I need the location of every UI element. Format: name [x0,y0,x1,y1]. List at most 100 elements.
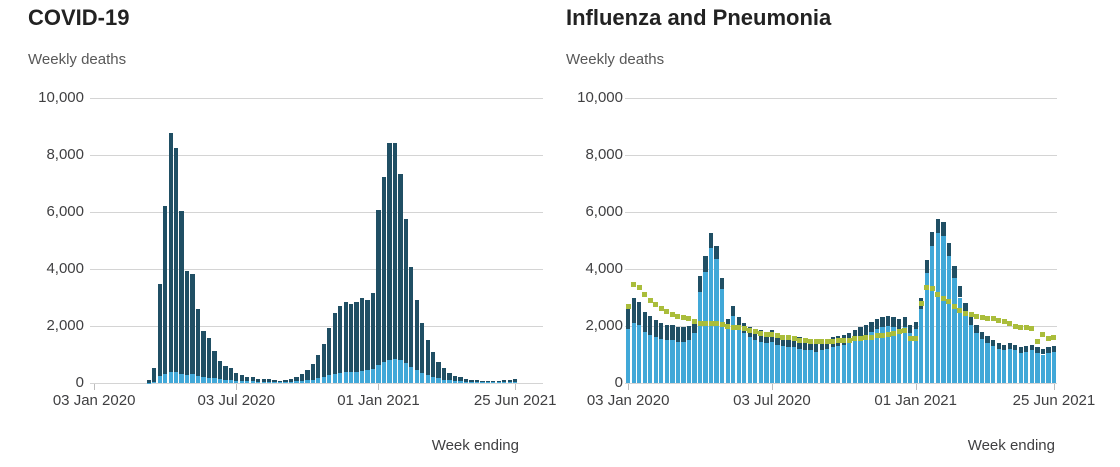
average-line-dot [880,333,886,339]
influenza-chart-title: Influenza and Pneumonia [566,5,832,30]
bar-segment-dark [349,304,354,373]
bar-segment-dark [354,302,359,372]
bar-segment-light [1040,354,1046,383]
bar-segment-light [919,308,924,383]
bar-segment-light [310,379,316,383]
bar-segment-dark [299,373,305,381]
bar-segment-light [343,372,348,383]
average-line-dot [962,310,968,316]
bar-segment-light [957,297,963,383]
average-line-dot [874,333,880,339]
average-line-dot [769,332,775,338]
bar-segment-dark [403,219,408,364]
bar-segment-light [924,273,929,383]
bar-segment-dark [425,340,430,376]
bar-segment-dark [692,320,697,334]
bar-segment-light [256,381,261,383]
bar-segment-dark [261,379,266,382]
average-line-dot [990,316,996,322]
bar-segment-light [305,380,310,383]
bar-segment-light [885,326,891,383]
bar-segment-light [780,345,786,383]
bar-segment-light [869,331,874,383]
bar-segment-dark [359,297,365,371]
bar-segment-light [902,327,907,383]
bar-segment-light [631,323,636,383]
bar-segment-light [420,372,425,383]
average-line-dot [797,337,803,343]
bar-segment-dark [675,327,681,342]
bar-segment-dark [968,314,974,325]
bar-segment-light [502,382,507,383]
bar-segment-dark [152,367,157,382]
average-line-dot [636,285,642,291]
bar-segment-light [228,380,233,383]
bar-segment-dark [869,321,874,332]
bar-segment-light [825,348,830,383]
bar-segment-dark [376,210,381,365]
bar-segment-light [637,324,642,383]
average-line-dot [669,312,675,318]
bar-segment-light [294,381,299,383]
bar-segment-light [703,271,708,383]
bar-segment-light [908,333,913,383]
average-line-dot [725,323,731,329]
bar-segment-dark [1002,344,1007,351]
bar-segment-light [830,347,835,383]
average-line-dot [786,334,792,340]
bar-segment-dark [502,380,507,383]
bar-segment-light [941,236,946,383]
bar-segment-light [338,373,343,383]
bar-segment-light [184,374,190,383]
bar-segment-light [1007,348,1012,383]
bar-segment-dark [283,380,288,382]
average-line-dot [808,339,814,345]
y-gridline [90,155,543,156]
average-line-dot [813,339,819,345]
y-axis-tick-label: 10,000 [38,89,84,106]
bar-segment-light [659,338,664,383]
x-axis-tick-label: 03 Jul 2020 [733,392,811,409]
y-axis-tick-label: 4,000 [46,260,84,277]
bar-segment-dark [653,320,658,338]
bar-segment-light [316,378,321,383]
bar-segment-dark [163,205,168,374]
x-axis-tick [94,384,96,390]
average-line-dot [774,333,780,339]
bar-segment-dark [206,337,212,378]
bar-segment-dark [697,276,703,292]
bar-segment-dark [392,142,398,359]
average-line-dot [940,296,946,302]
y-gridline [625,269,1057,270]
bar-segment-light [675,341,681,383]
bar-segment-light [381,362,387,383]
bar-segment-dark [480,380,485,383]
bar-segment-light [441,379,447,383]
average-line-dot [824,339,830,345]
average-line-dot [1012,323,1018,329]
y-gridline [90,98,543,99]
average-line-dot [1023,324,1029,330]
bar-segment-dark [896,318,902,329]
bar-segment-dark [858,327,863,338]
bar-segment-light [152,381,157,383]
bar-segment-light [979,338,985,383]
bar-segment-light [708,247,714,383]
bar-segment-light [387,359,392,383]
y-gridline [625,98,1057,99]
bar-segment-light [283,382,288,383]
bar-segment-light [174,371,179,383]
bar-segment-light [985,343,990,383]
bar-segment-dark [880,317,885,328]
bar-segment-light [288,381,294,383]
bar-segment-dark [321,343,326,377]
bar-segment-light [403,363,408,383]
bar-segment-dark [452,375,458,381]
x-axis-tick [771,384,773,390]
bar-segment-dark [190,274,195,375]
bar-segment-dark [1018,347,1023,354]
average-line-dot [863,334,869,340]
average-line-dot [1045,336,1051,342]
average-line-dot [664,309,670,315]
